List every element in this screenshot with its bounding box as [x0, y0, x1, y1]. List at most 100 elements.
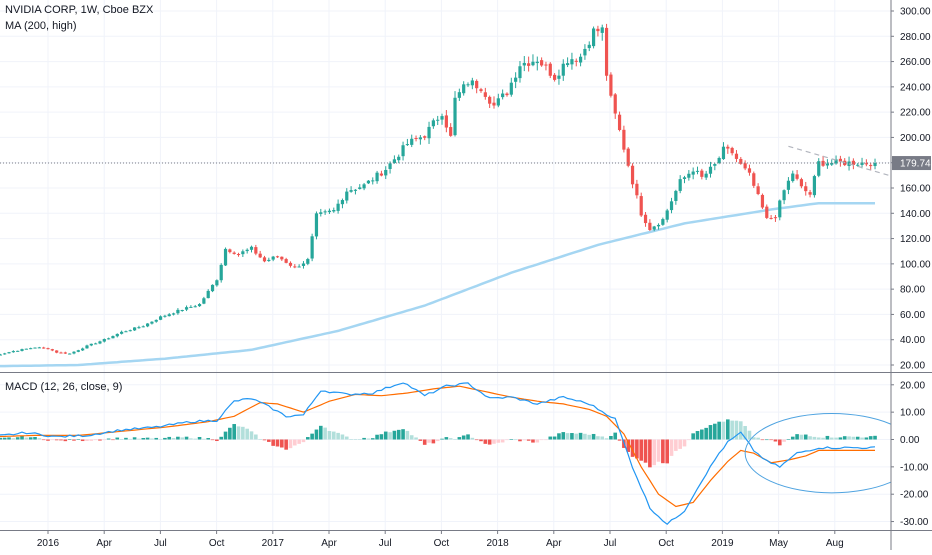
candle-body: [856, 164, 860, 166]
candle-body: [700, 170, 704, 177]
candle-body: [838, 158, 842, 162]
candle: [609, 72, 613, 98]
candle: [81, 347, 85, 351]
macd-histogram-bar: [635, 439, 639, 459]
candle-body: [345, 191, 349, 201]
macd-histogram-bar: [228, 427, 232, 440]
candle-body: [245, 249, 249, 252]
macd-histogram-bar: [414, 437, 418, 440]
candle: [873, 158, 877, 170]
candle: [440, 113, 444, 125]
candle: [734, 150, 739, 163]
macd-histogram-bar: [362, 437, 366, 440]
macd-histogram-bar: [396, 429, 401, 440]
candle-body: [323, 211, 327, 213]
candle-body: [210, 284, 215, 292]
candle: [210, 284, 215, 293]
candle-body: [418, 137, 422, 140]
macd-histogram-bar: [331, 431, 336, 440]
candle-body: [492, 102, 496, 106]
time-tick-label: Aug: [826, 538, 844, 549]
candle: [782, 189, 786, 205]
macd-histogram-bar: [557, 433, 561, 440]
candle-body: [141, 326, 145, 328]
candle-body: [154, 319, 158, 322]
macd-histogram-bar: [41, 439, 46, 441]
macd-histogram-bar: [119, 439, 124, 440]
candle: [24, 348, 28, 350]
macd-histogram-bar: [860, 437, 864, 440]
last-price-label: 179.74: [900, 159, 931, 170]
candle: [180, 309, 184, 312]
macd-histogram-bar: [167, 436, 172, 440]
candle-body: [158, 316, 163, 320]
candle: [280, 256, 284, 261]
candle-body: [760, 194, 765, 208]
candle-body: [808, 192, 812, 195]
macd-histogram-bar: [422, 439, 427, 445]
candle-body: [401, 145, 405, 157]
candle: [799, 177, 804, 189]
candle-body: [869, 165, 873, 167]
candle: [557, 69, 561, 85]
candle: [553, 73, 557, 82]
candle: [327, 208, 332, 214]
macd-histogram-bar: [323, 427, 327, 440]
candle: [483, 87, 487, 100]
candle: [284, 257, 288, 264]
candle-body: [76, 350, 80, 352]
macd-histogram-bar: [197, 436, 202, 440]
candle-body: [830, 162, 834, 165]
candle-body: [570, 59, 574, 65]
candle: [249, 245, 254, 253]
macd-histogram-bar: [868, 436, 873, 440]
macd-histogram-bar: [483, 439, 488, 444]
candle-body: [635, 183, 639, 196]
candle-body: [379, 173, 384, 176]
candle-body: [466, 84, 470, 86]
macd-histogram-bar: [50, 439, 55, 441]
macd-histogram-bar: [643, 439, 648, 463]
candle-body: [414, 138, 418, 140]
candle: [622, 125, 626, 153]
candle-body: [834, 159, 838, 164]
candle-body: [531, 61, 535, 66]
candle-body: [782, 190, 786, 201]
macd-histogram-bar: [444, 437, 449, 440]
candle: [85, 344, 89, 349]
dashed-trendline: [788, 145, 890, 176]
candle-body: [267, 259, 271, 261]
price-tick-label: 20.00: [900, 361, 925, 372]
candle: [379, 170, 384, 177]
macd-histogram-bar: [821, 437, 825, 440]
macd-histogram-bar: [531, 439, 535, 443]
candle-body: [353, 189, 358, 191]
candle-body: [704, 173, 708, 178]
macd-histogram-bar: [713, 423, 717, 440]
candle: [68, 353, 72, 355]
macd-histogram-bar: [401, 429, 405, 440]
candle-body: [397, 156, 401, 161]
candle: [682, 175, 687, 184]
candle-body: [501, 93, 505, 98]
candle-body: [107, 338, 111, 340]
candle: [202, 296, 206, 305]
macd-histogram-bar: [838, 437, 843, 440]
price-tick-label: 140.00: [900, 209, 931, 220]
candle-body: [280, 256, 284, 260]
macd-histogram-bar: [180, 437, 185, 440]
candle: [643, 211, 648, 227]
candle: [604, 23, 609, 81]
candle: [730, 146, 734, 156]
macd-histogram-bar: [726, 419, 730, 440]
macd-histogram-bar: [0, 437, 3, 440]
candle: [769, 214, 773, 220]
candle: [219, 263, 223, 283]
macd-histogram-bar: [479, 439, 483, 442]
candle: [215, 279, 219, 287]
macd-histogram-bar: [790, 436, 795, 440]
price-tick-label: 100.00: [900, 259, 931, 270]
